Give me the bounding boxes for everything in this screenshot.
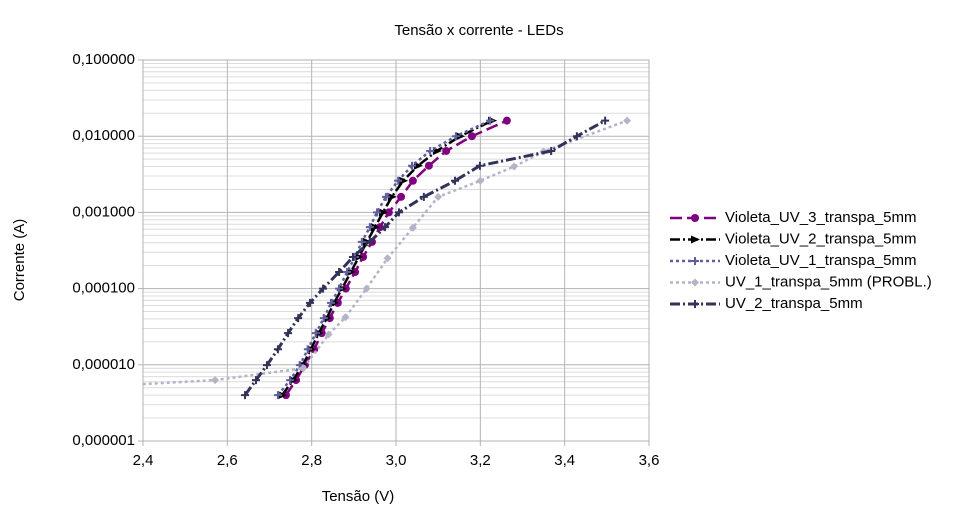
marker xyxy=(324,330,333,339)
marker xyxy=(299,364,308,373)
marker xyxy=(434,192,443,201)
marker xyxy=(327,298,336,307)
y-tick-label: 0,100000 xyxy=(72,51,135,68)
marker xyxy=(348,252,357,261)
legend-item: UV_1_transpa_5mm (PROBL.) xyxy=(670,273,932,290)
x-tick-label: 3,0 xyxy=(386,452,407,469)
marker xyxy=(341,313,350,322)
marker xyxy=(399,176,409,185)
x-tick-label: 2,4 xyxy=(133,452,154,469)
marker xyxy=(691,235,700,244)
x-tick-label: 3,6 xyxy=(639,452,660,469)
marker xyxy=(419,192,428,201)
y-tick-label: 0,000100 xyxy=(72,280,135,297)
y-axis-label: Corrente (A) xyxy=(11,219,28,302)
marker xyxy=(486,116,495,125)
grid: 0,000001 0,000010 0,000100 0,001000 0,010000… xyxy=(72,51,659,469)
chart-title: Tensão x corrente - LEDs xyxy=(394,22,563,39)
marker xyxy=(623,116,632,125)
marker xyxy=(691,214,699,222)
marker xyxy=(502,116,511,125)
marker xyxy=(397,192,406,201)
legend-label: Violeta_UV_1_transpa_5mm xyxy=(725,252,917,269)
legend-label: UV_2_transpa_5mm xyxy=(725,295,863,312)
marker xyxy=(375,223,384,232)
marker xyxy=(426,146,435,155)
legend: Violeta_UV_3_transpa_5mm Violeta_UV_2_tra… xyxy=(670,209,932,312)
x-axis-label: Tensão (V) xyxy=(322,488,395,505)
marker xyxy=(311,329,320,338)
marker xyxy=(408,223,417,232)
marker xyxy=(273,345,282,354)
marker xyxy=(365,237,374,246)
legend-item: Violeta_UV_3_transpa_5mm xyxy=(670,209,917,226)
y-tick-label: 0,000010 xyxy=(72,356,135,373)
plot-border xyxy=(142,59,650,442)
x-tick-label: 2,8 xyxy=(301,452,322,469)
marker xyxy=(476,176,485,185)
legend-item: UV_2_transpa_5mm xyxy=(670,295,863,312)
marker xyxy=(691,300,699,308)
marker xyxy=(424,161,433,170)
marker xyxy=(335,268,344,277)
marker xyxy=(475,161,484,170)
marker xyxy=(572,132,581,141)
y-tick-label: 0,000001 xyxy=(72,432,135,449)
marker xyxy=(408,161,417,170)
marker xyxy=(394,208,403,217)
y-tick-label: 0,001000 xyxy=(72,203,135,220)
marker xyxy=(303,345,312,354)
marker xyxy=(370,223,380,232)
marker xyxy=(381,192,390,201)
marker xyxy=(273,391,282,400)
marker xyxy=(691,278,699,287)
x-tick-label: 3,4 xyxy=(554,452,575,469)
marker xyxy=(286,376,295,385)
legend-label: Violeta_UV_3_transpa_5mm xyxy=(725,209,917,226)
marker xyxy=(442,146,451,155)
marker xyxy=(357,237,366,246)
marker xyxy=(305,298,314,307)
marker xyxy=(383,254,392,263)
marker xyxy=(343,268,352,277)
marker xyxy=(335,284,344,293)
marker xyxy=(601,116,610,125)
marker xyxy=(547,146,556,155)
marker xyxy=(691,257,699,265)
marker xyxy=(387,192,397,201)
marker xyxy=(252,376,261,385)
marker xyxy=(284,329,293,338)
marker xyxy=(381,223,390,232)
x-tick-label: 2,6 xyxy=(217,452,238,469)
plot-area xyxy=(143,116,632,400)
marker xyxy=(394,176,403,185)
marker xyxy=(467,132,476,141)
marker xyxy=(451,176,460,185)
marker xyxy=(384,208,393,217)
marker xyxy=(294,314,303,323)
marker xyxy=(378,208,388,217)
marker xyxy=(373,208,382,217)
marker xyxy=(451,132,460,141)
marker xyxy=(211,376,220,385)
marker xyxy=(319,284,328,293)
marker xyxy=(241,391,250,400)
marker xyxy=(319,314,328,323)
marker xyxy=(278,391,288,400)
legend-item: Violeta_UV_1_transpa_5mm xyxy=(670,252,917,269)
x-tick-label: 3,2 xyxy=(470,452,491,469)
marker xyxy=(510,162,519,171)
legend-label: Violeta_UV_2_transpa_5mm xyxy=(725,230,917,247)
y-tick-label: 0,010000 xyxy=(72,127,135,144)
marker xyxy=(262,361,271,370)
marker xyxy=(408,176,417,185)
marker xyxy=(456,132,466,141)
legend-label: UV_1_transpa_5mm (PROBL.) xyxy=(725,273,932,290)
marker xyxy=(365,223,374,232)
legend-item: Violeta_UV_2_transpa_5mm xyxy=(670,230,917,247)
marker xyxy=(362,284,371,293)
